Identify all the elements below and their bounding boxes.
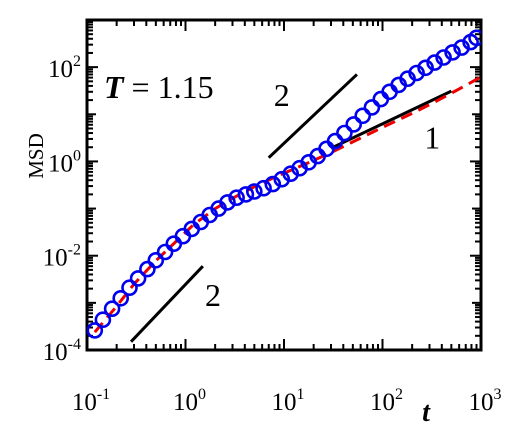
data-point [228, 189, 245, 206]
x-axis-label: t [422, 397, 431, 428]
data-point [326, 132, 344, 150]
tick-labels: 10-1 100 101 102 103 10-4 10-2 100 102 [43, 53, 502, 416]
x-tick-label: 100 [173, 386, 206, 416]
x-tick-label: 102 [370, 386, 403, 416]
x-tick-label: 103 [469, 386, 502, 416]
data-point [94, 311, 112, 329]
slope-guide-line [129, 265, 204, 343]
data-point [354, 107, 372, 125]
temperature-symbol: T [104, 69, 125, 105]
y-tick-label: 10-2 [43, 242, 81, 272]
temperature-annotation: T = 1.15 [104, 69, 214, 105]
data-point [363, 99, 381, 116]
data-point [246, 183, 263, 200]
data-point [435, 49, 452, 66]
data-point [444, 44, 461, 61]
data-point [237, 186, 255, 203]
data-point [345, 116, 363, 133]
data-point [87, 322, 104, 339]
temperature-value: = 1.15 [124, 69, 214, 105]
data-point [336, 124, 353, 142]
data-point [426, 54, 443, 71]
axis-ticks [86, 19, 482, 351]
x-tick-label: 10-1 [72, 386, 110, 416]
y-tick-label: 10-4 [43, 336, 81, 366]
data-point [121, 279, 138, 297]
data-point [129, 270, 147, 287]
fit-dashed-line [93, 75, 481, 334]
data-point [147, 251, 165, 269]
x-tick-label: 101 [272, 386, 305, 416]
data-point [255, 179, 272, 197]
slope-guide-line [330, 89, 452, 150]
y-tick-label: 100 [48, 147, 81, 177]
data-point [468, 29, 481, 47]
data-point [139, 260, 156, 278]
slope-guide-label: 2 [205, 277, 221, 313]
data-point [219, 194, 236, 211]
data-point [408, 64, 425, 82]
data-point [112, 289, 129, 307]
slope-guide-label: 2 [274, 77, 290, 113]
y-tick-label: 102 [48, 53, 81, 83]
data-point [156, 243, 174, 261]
data-series [87, 29, 481, 339]
y-axis-label: MSD [24, 133, 48, 179]
data-point [417, 59, 434, 77]
data-point [264, 175, 282, 193]
slope-guides: 2 2 1 [129, 73, 452, 343]
data-point [103, 300, 121, 318]
slope-guide-line [267, 73, 358, 159]
data-point [174, 227, 192, 245]
slope-guide-label: 1 [424, 119, 440, 155]
